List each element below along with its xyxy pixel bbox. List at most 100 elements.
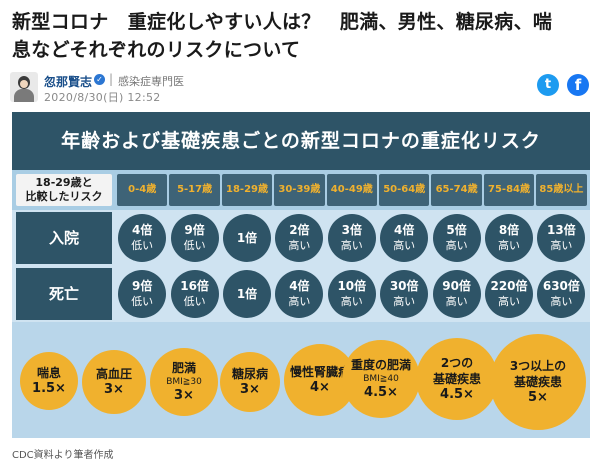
hospitalization-risk-value: 2倍 bbox=[289, 223, 310, 237]
condition-risk-circle: 重度の肥満 BMI≧40 4.5× bbox=[342, 340, 420, 418]
death-risk-direction: 高い bbox=[445, 295, 468, 308]
author-separator: | bbox=[109, 72, 114, 86]
condition-multiplier: 4.5× bbox=[440, 387, 474, 402]
condition-name: 重度の肥満 bbox=[350, 358, 411, 372]
hospitalization-risk-direction: 高い bbox=[288, 239, 311, 252]
condition-bmi: BMI≧30 bbox=[166, 377, 202, 387]
death-risk-value: 630倍 bbox=[542, 279, 580, 293]
hospitalization-risk-value: 9倍 bbox=[184, 223, 205, 237]
condition-risk-circle: 慢性腎臓病 4× bbox=[284, 344, 356, 416]
condition-name: 糖尿病 bbox=[231, 367, 268, 381]
condition-risk-circle: 喘息 1.5× bbox=[20, 352, 78, 410]
condition-name: 喘息 bbox=[36, 366, 61, 380]
avatar-body bbox=[14, 89, 34, 102]
age-header-cell: 50-64歳 bbox=[379, 174, 430, 206]
age-header-cell: 65-74歳 bbox=[431, 174, 482, 206]
hospitalization-risk-bubble: 8倍 高い bbox=[485, 214, 533, 262]
hospitalization-risk-value: 13倍 bbox=[547, 223, 576, 237]
condition-name: 肥満 bbox=[171, 361, 196, 375]
death-risk-bubble: 30倍高い bbox=[380, 270, 429, 318]
death-risk-bubble: 1倍 bbox=[223, 270, 271, 318]
death-risk-value: 220倍 bbox=[490, 279, 528, 293]
hospitalization-risk-direction: 低い bbox=[183, 239, 206, 252]
age-header-cell: 40-49歳 bbox=[326, 174, 377, 206]
hospitalization-risk-bubble: 2倍高い bbox=[275, 214, 324, 262]
death-risk-value: 30倍 bbox=[389, 279, 419, 293]
condition-multiplier: 1.5× bbox=[32, 381, 66, 396]
condition-multiplier: 3× bbox=[104, 382, 124, 397]
avatar-face bbox=[20, 80, 28, 88]
death-risk-direction: 低い bbox=[131, 295, 154, 308]
facebook-share-icon[interactable]: f bbox=[567, 74, 589, 96]
condition-name-line2: 基礎疾患 bbox=[432, 372, 481, 386]
author-avatar[interactable] bbox=[10, 72, 38, 102]
death-risk-direction: 高い bbox=[340, 295, 363, 308]
death-risk-bubble: 630倍高い bbox=[537, 270, 586, 318]
hospitalization-risk-bubble: 13倍高い bbox=[537, 214, 586, 262]
death-label: 死亡 bbox=[16, 268, 112, 320]
condition-multiplier: 4× bbox=[310, 380, 330, 395]
age-header-cell: 30-39歳 bbox=[274, 174, 325, 206]
age-header-cell: 85歳以上 bbox=[536, 174, 587, 206]
condition-multiplier: 3× bbox=[240, 382, 260, 397]
condition-risk-circle: 2つの基礎疾患 4.5× bbox=[416, 338, 498, 420]
author-title: 感染症専門医 bbox=[118, 75, 184, 88]
image-caption: CDC資料より筆者作成 bbox=[12, 450, 114, 461]
death-risk-value: 4倍 bbox=[289, 279, 310, 293]
condition-risk-circle: 糖尿病 3× bbox=[220, 352, 280, 412]
condition-risk-circle: 高血圧 3× bbox=[82, 350, 146, 414]
hospitalization-risk-bubble: 9倍低い bbox=[170, 214, 219, 262]
death-risk-bubble: 16倍低い bbox=[170, 270, 219, 318]
article-headline: 新型コロナ 重症化しやすい人は？ 肥満、男性、糖尿病、喘息などそれぞれのリスクに… bbox=[12, 11, 553, 61]
condition-multiplier: 5× bbox=[528, 390, 548, 405]
author-bar: 忽那賢志 ✓ | 感染症専門医 2020/8/30(日) 12:52 bbox=[10, 72, 430, 104]
death-risk-bubble: 4倍高い bbox=[275, 270, 324, 318]
condition-multiplier: 3× bbox=[174, 388, 194, 403]
hospitalization-risk-bubble: 3倍高い bbox=[327, 214, 376, 262]
publish-date: 2020/8/30(日) 12:52 bbox=[44, 91, 161, 104]
hospitalization-risk-value: 4倍 bbox=[394, 223, 415, 237]
age-header-cell: 75-84歳 bbox=[483, 174, 535, 206]
death-risk-bubble: 9倍低い bbox=[118, 270, 167, 318]
hospitalization-risk-bubble: 4倍 低い bbox=[118, 214, 167, 262]
infographic-title: 年齢および基礎疾患ごとの新型コロナの重症化リスク bbox=[12, 112, 590, 170]
verified-icon: ✓ bbox=[94, 74, 105, 85]
death-risk-value: 10倍 bbox=[337, 279, 367, 293]
condition-name: 高血圧 bbox=[95, 367, 132, 381]
twitter-share-icon[interactable]: t bbox=[537, 74, 559, 96]
hospitalization-risk-direction: 高い bbox=[445, 239, 468, 252]
hospitalization-risk-direction: 高い bbox=[340, 239, 363, 252]
risk-infographic: 年齢および基礎疾患ごとの新型コロナの重症化リスク 18-29歳と 比較したリスク… bbox=[12, 112, 590, 438]
condition-name-line2: 基礎疾患 bbox=[513, 375, 562, 389]
hospitalization-risk-direction: 高い bbox=[550, 239, 573, 252]
death-risk-value: 90倍 bbox=[442, 279, 471, 293]
death-risk-value: 1倍 bbox=[236, 287, 258, 301]
condition-risk-circle: 3つ以上の基礎疾患 5× bbox=[490, 334, 586, 430]
hospitalization-risk-bubble: 1倍 bbox=[223, 214, 271, 262]
death-risk-direction: 高い bbox=[550, 295, 573, 308]
author-name-link[interactable]: 忽那賢志 bbox=[44, 75, 93, 89]
hospitalization-risk-bubble: 5倍高い bbox=[432, 214, 481, 262]
hospitalization-risk-value: 3倍 bbox=[341, 223, 362, 237]
death-risk-bubble: 90倍高い bbox=[432, 270, 481, 318]
hospitalization-risk-direction: 高い bbox=[393, 239, 416, 252]
comparison-label-line1: 18-29歳と bbox=[35, 176, 93, 189]
hospitalization-risk-value: 1倍 bbox=[236, 231, 258, 245]
death-risk-direction: 高い bbox=[393, 295, 416, 308]
death-risk-value: 9倍 bbox=[132, 279, 153, 293]
death-risk-bubble: 10倍高い bbox=[327, 270, 376, 318]
hospitalization-risk-value: 4倍 bbox=[132, 223, 153, 237]
hospitalization-risk-bubble: 4倍高い bbox=[380, 214, 429, 262]
death-risk-value: 16倍 bbox=[180, 279, 209, 293]
condition-name: 3つ以上の bbox=[509, 359, 567, 373]
condition-name: 2つの bbox=[440, 356, 474, 370]
hospitalization-risk-value: 5倍 bbox=[446, 223, 467, 237]
condition-name: 慢性腎臓病 bbox=[289, 365, 350, 379]
age-header-cell: 5-17歳 bbox=[169, 174, 220, 206]
death-risk-direction: 高い bbox=[498, 295, 520, 308]
age-header-cell: 0-4歳 bbox=[117, 174, 168, 206]
death-risk-direction: 低い bbox=[183, 295, 206, 308]
death-risk-direction: 高い bbox=[288, 295, 311, 308]
condition-multiplier: 4.5× bbox=[364, 385, 398, 400]
